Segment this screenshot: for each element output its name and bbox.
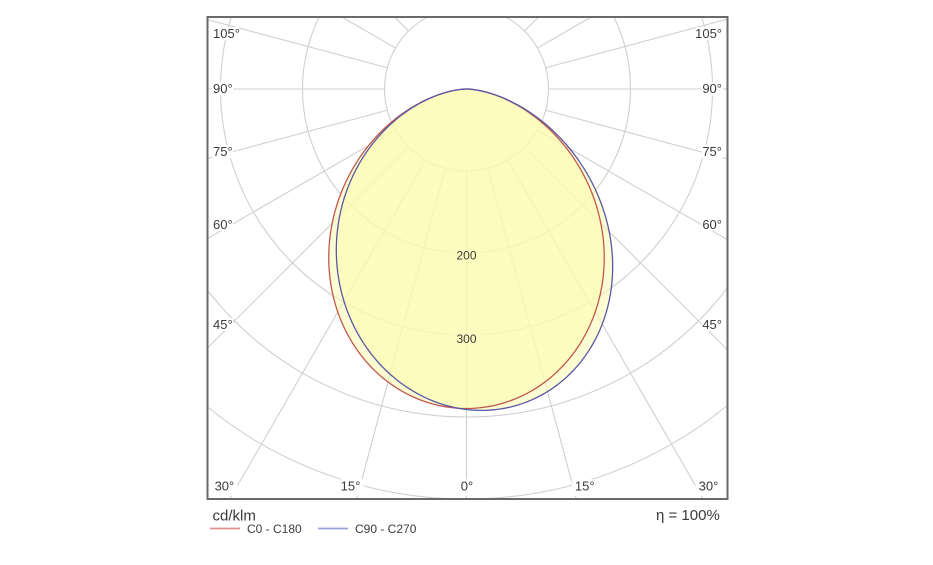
svg-text:15°: 15°	[575, 479, 595, 494]
svg-text:45°: 45°	[702, 317, 722, 332]
svg-text:90°: 90°	[213, 81, 233, 96]
svg-text:200: 200	[456, 249, 476, 263]
svg-text:60°: 60°	[702, 217, 722, 232]
svg-text:75°: 75°	[702, 144, 722, 159]
svg-text:30°: 30°	[215, 479, 235, 494]
svg-text:C90 - C270: C90 - C270	[355, 522, 417, 536]
svg-text:105°: 105°	[695, 26, 722, 41]
svg-text:45°: 45°	[213, 317, 233, 332]
svg-text:60°: 60°	[213, 217, 233, 232]
svg-text:C0 - C180: C0 - C180	[247, 522, 302, 536]
svg-text:105°: 105°	[213, 26, 240, 41]
svg-text:0°: 0°	[461, 479, 473, 494]
svg-text:15°: 15°	[341, 479, 361, 494]
svg-text:75°: 75°	[213, 144, 233, 159]
svg-text:η = 100%: η = 100%	[656, 507, 720, 524]
svg-text:300: 300	[456, 332, 476, 346]
svg-text:30°: 30°	[699, 479, 719, 494]
svg-text:90°: 90°	[702, 81, 722, 96]
svg-text:cd/klm: cd/klm	[213, 507, 256, 524]
